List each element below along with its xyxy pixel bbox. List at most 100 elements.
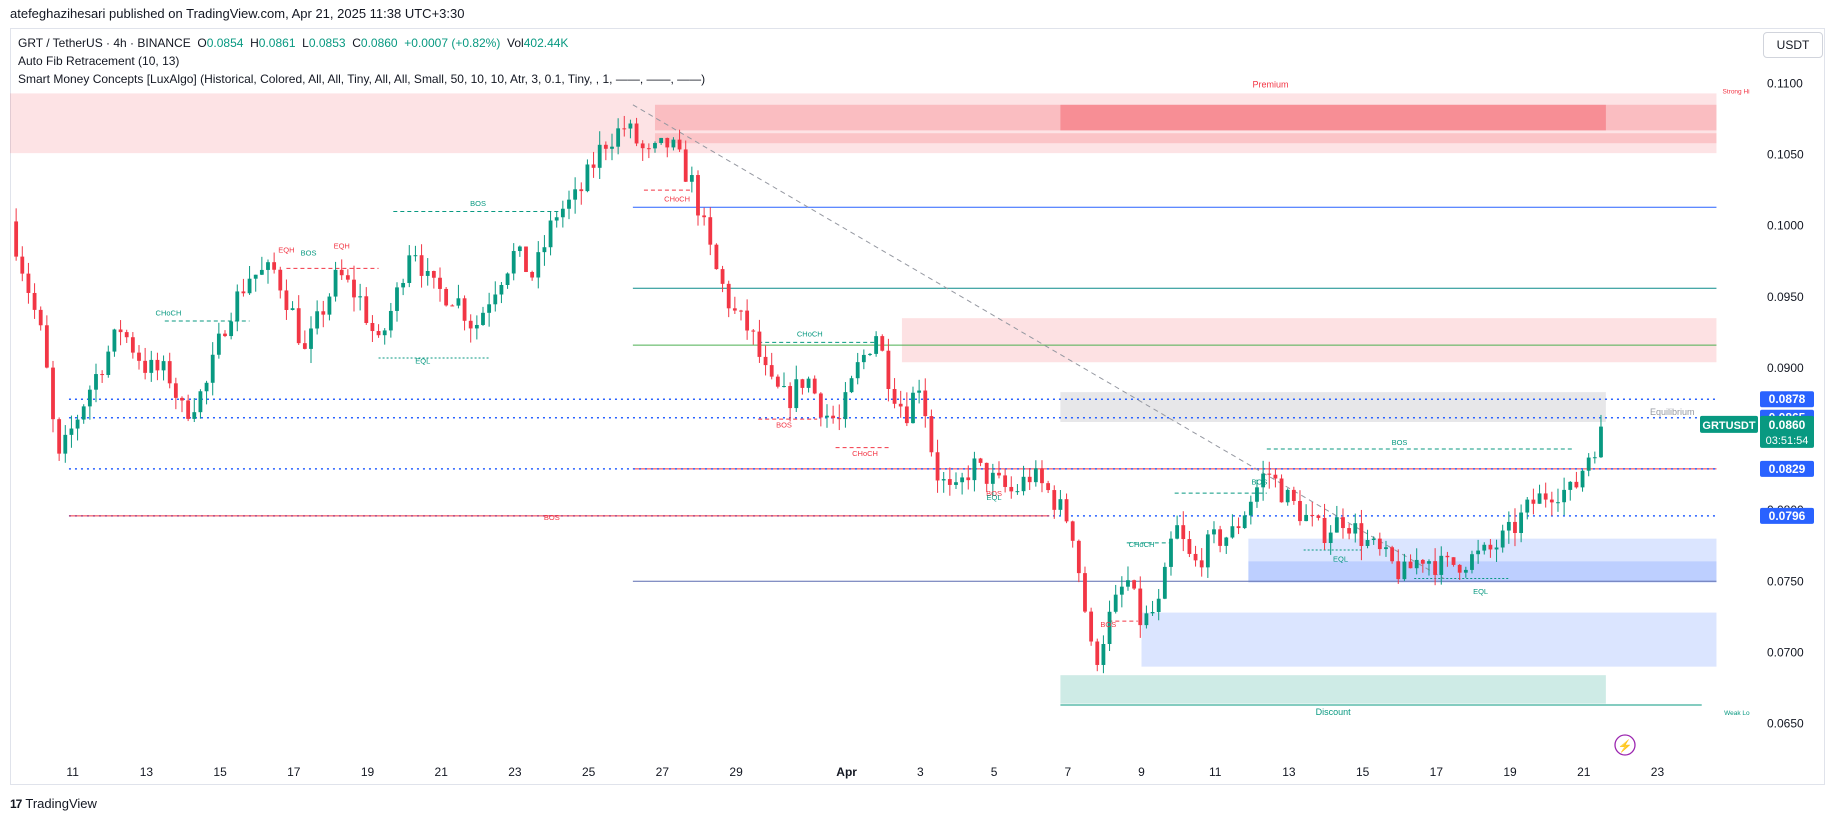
candle-body xyxy=(315,311,320,329)
candle-body xyxy=(38,309,43,326)
candle-body xyxy=(1181,525,1186,540)
candle-body xyxy=(1457,564,1462,573)
candle-body xyxy=(1592,457,1597,459)
candle-body xyxy=(911,392,915,424)
candle-body xyxy=(57,419,62,454)
candle-body xyxy=(1549,499,1554,503)
candle-body xyxy=(1519,512,1524,533)
candle-body xyxy=(438,277,442,289)
x-tick-label: Apr xyxy=(836,765,857,779)
candle-body xyxy=(517,246,522,252)
candle-body xyxy=(1199,560,1204,568)
structure-label: BOS xyxy=(1252,478,1268,487)
candle-body xyxy=(505,273,510,285)
candle-body xyxy=(468,320,473,329)
candle-body xyxy=(542,247,547,253)
structure-label: CHoCH xyxy=(156,308,182,317)
candle-body xyxy=(462,298,467,321)
y-tick-label: 0.1000 xyxy=(1767,219,1804,233)
supply-block-1 xyxy=(654,104,1717,131)
candle-body xyxy=(1291,489,1296,501)
weak-low-label: Weak Lo xyxy=(1724,710,1750,717)
candle-body xyxy=(180,397,184,401)
candle-body xyxy=(990,472,995,484)
structure-label: EQL xyxy=(987,493,1002,502)
candle-body xyxy=(302,343,307,349)
candle-body xyxy=(327,296,332,315)
candle-body xyxy=(44,325,49,368)
candle-body xyxy=(1021,476,1026,492)
candle-body xyxy=(395,287,399,311)
candle-body xyxy=(69,428,74,435)
indicator-smc[interactable]: Smart Money Concepts [LuxAlgo] (Historic… xyxy=(18,72,706,86)
candle-body xyxy=(1439,555,1444,575)
candle-body xyxy=(1476,550,1481,555)
candle-body xyxy=(186,400,191,419)
candle-body xyxy=(935,452,940,481)
discount-label: Discount xyxy=(1316,707,1352,717)
candle-body xyxy=(1033,468,1038,483)
candle-body xyxy=(26,273,31,293)
candle-body xyxy=(1396,561,1401,580)
premium-zone xyxy=(10,93,1717,154)
candle-body xyxy=(954,482,958,485)
structure-label: BOS xyxy=(301,249,317,258)
candle-body xyxy=(1230,526,1235,538)
x-tick-label: 5 xyxy=(991,765,998,779)
candle-body xyxy=(1341,517,1345,529)
candle-body xyxy=(1488,544,1493,550)
candle-body xyxy=(640,143,645,149)
candle-body xyxy=(1562,489,1567,503)
candle-body xyxy=(382,330,387,336)
candle-body xyxy=(702,215,707,218)
currency-button[interactable]: USDT xyxy=(1763,32,1823,58)
candle-body xyxy=(296,308,301,344)
candle-body xyxy=(751,330,756,332)
indicator-fib[interactable]: Auto Fib Retracement (10, 13) xyxy=(18,54,180,68)
candle-body xyxy=(757,331,762,357)
last-price-box xyxy=(1760,415,1814,448)
symbol-title[interactable]: GRT / TetherUS · 4h · BINANCE xyxy=(18,36,191,50)
order-block-blue-3 xyxy=(1141,612,1717,667)
candle-body xyxy=(941,479,946,481)
candle-body xyxy=(1279,478,1284,503)
y-tick-label: 0.1100 xyxy=(1767,76,1803,90)
candle-body xyxy=(1058,499,1063,510)
candle-body xyxy=(997,472,1001,476)
candle-body xyxy=(229,321,234,337)
structure-label: BOS xyxy=(986,489,1002,498)
candle-body xyxy=(1040,468,1044,484)
candle-body xyxy=(843,392,848,420)
candle-body xyxy=(1101,643,1106,665)
candle-body xyxy=(1273,474,1278,479)
candle-body xyxy=(1586,457,1591,471)
open-value: 0.0854 xyxy=(206,36,244,50)
chart-frame xyxy=(10,28,1825,785)
footer-brand: 17 TradingView xyxy=(10,796,97,811)
structure-label: BOS xyxy=(776,421,792,430)
candle-body xyxy=(247,278,252,294)
candle-body xyxy=(622,128,627,130)
candle-body xyxy=(548,220,553,248)
candle-body xyxy=(401,282,406,288)
candle-body xyxy=(100,374,105,376)
candle-body xyxy=(861,354,866,363)
candle-body xyxy=(1095,641,1100,665)
candle-body xyxy=(1267,473,1272,475)
strong-high-label: Strong Hi xyxy=(1723,88,1750,95)
candle-body xyxy=(309,328,313,349)
candle-body xyxy=(1052,490,1057,510)
candle-body xyxy=(898,403,903,407)
lightning-icon[interactable] xyxy=(1614,734,1636,756)
candle-body xyxy=(1224,537,1229,546)
high-value: 0.0861 xyxy=(258,36,296,50)
candle-body xyxy=(352,279,356,298)
candle-body xyxy=(763,356,768,366)
candle-body xyxy=(1525,499,1530,513)
x-tick-label: 7 xyxy=(1064,765,1071,779)
discount-zone xyxy=(1060,675,1606,704)
structure-label: EQL xyxy=(1333,554,1348,563)
candle-body xyxy=(696,175,700,216)
candle-body xyxy=(1064,499,1069,522)
